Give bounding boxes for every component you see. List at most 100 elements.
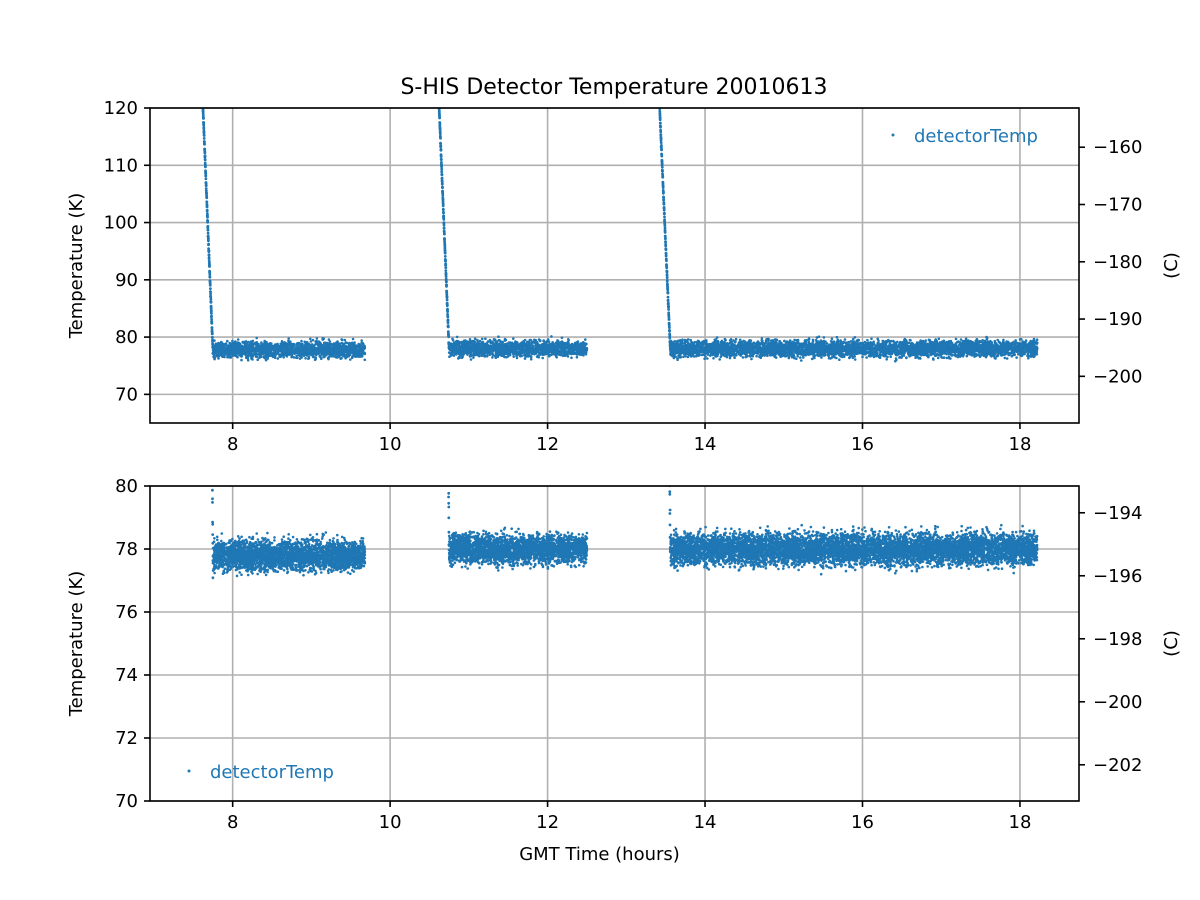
data-point [363, 358, 367, 362]
data-point [533, 338, 536, 342]
data-point [206, 231, 210, 235]
data-point [575, 355, 579, 359]
data-point [472, 351, 476, 355]
data-point [328, 343, 332, 346]
data-point [300, 347, 304, 351]
data-point [291, 355, 294, 358]
data-point [446, 315, 450, 319]
data-point [522, 350, 526, 354]
data-point [237, 348, 241, 351]
data-point [438, 132, 442, 136]
data-point [204, 184, 208, 187]
data-point [484, 345, 488, 349]
data-point [866, 338, 869, 342]
data-point [504, 338, 508, 342]
top-plot: 8 10 12 14 16 18708090100110120−200−190−180−1… [66, 98, 1182, 455]
data-point [512, 337, 515, 340]
data-point [251, 339, 255, 343]
data-point [261, 347, 264, 351]
data-point [303, 349, 306, 353]
data-point [287, 337, 291, 340]
data-point [554, 353, 558, 357]
data-point [439, 155, 443, 158]
data-point [353, 350, 356, 354]
data-point [327, 338, 331, 341]
data-point [473, 348, 476, 352]
data-point [207, 249, 211, 253]
data-point [489, 344, 492, 347]
data-point [284, 349, 288, 353]
data-point [444, 266, 448, 270]
data-point [440, 173, 444, 177]
data-point [212, 344, 216, 348]
data-point [322, 346, 326, 350]
data-point [236, 351, 240, 355]
data-point [551, 341, 554, 344]
data-point [314, 340, 318, 343]
data-point [485, 343, 489, 346]
data-point [577, 353, 581, 356]
data-point [210, 321, 214, 325]
data-point [662, 191, 665, 195]
data-point [442, 211, 445, 215]
data-point [311, 353, 315, 357]
data-point [208, 273, 212, 276]
data-point [555, 346, 559, 349]
data-point [303, 344, 306, 347]
data-point [445, 280, 448, 284]
data-point [276, 357, 280, 360]
data-point [287, 341, 291, 344]
data-point [318, 343, 321, 347]
data-point [566, 347, 570, 350]
data-point [258, 345, 261, 349]
data-point [246, 358, 250, 362]
data-point [523, 357, 527, 360]
data-point [292, 351, 295, 354]
data-point [210, 326, 214, 330]
data-point [267, 350, 271, 353]
data-point [254, 343, 258, 347]
data-point [208, 270, 212, 274]
data-point [217, 345, 220, 349]
data-point [349, 358, 352, 361]
data-point [937, 337, 941, 341]
data-point [359, 351, 363, 354]
data-point [519, 351, 522, 354]
data-point [273, 347, 277, 351]
data-point [259, 350, 263, 353]
data-point [209, 295, 213, 299]
data-point [305, 354, 309, 357]
data-point [282, 351, 286, 355]
data-point [505, 345, 509, 349]
data-point [802, 356, 805, 359]
data-point [310, 343, 314, 346]
data-point [570, 356, 573, 360]
data-point [212, 356, 216, 359]
data-point [207, 239, 210, 243]
data-point [663, 211, 666, 215]
data-point [280, 343, 283, 346]
data-point [455, 349, 458, 352]
data-point [208, 275, 212, 279]
data-point [718, 358, 721, 361]
data-point [497, 348, 501, 351]
data-point [494, 346, 497, 349]
data-point [442, 226, 446, 230]
data-point [337, 354, 340, 357]
data-point [865, 356, 868, 359]
data-point [474, 343, 477, 347]
data-point [563, 348, 567, 352]
data-point [208, 283, 212, 287]
data-point [555, 343, 559, 347]
data-point [240, 350, 243, 354]
data-point [309, 349, 312, 353]
data-point [659, 130, 663, 134]
data-point [548, 344, 552, 348]
data-point [298, 357, 302, 360]
data-point [451, 337, 454, 341]
data-point [206, 224, 210, 228]
data-point [283, 341, 286, 345]
data-point [327, 355, 331, 359]
data-point [307, 357, 310, 361]
